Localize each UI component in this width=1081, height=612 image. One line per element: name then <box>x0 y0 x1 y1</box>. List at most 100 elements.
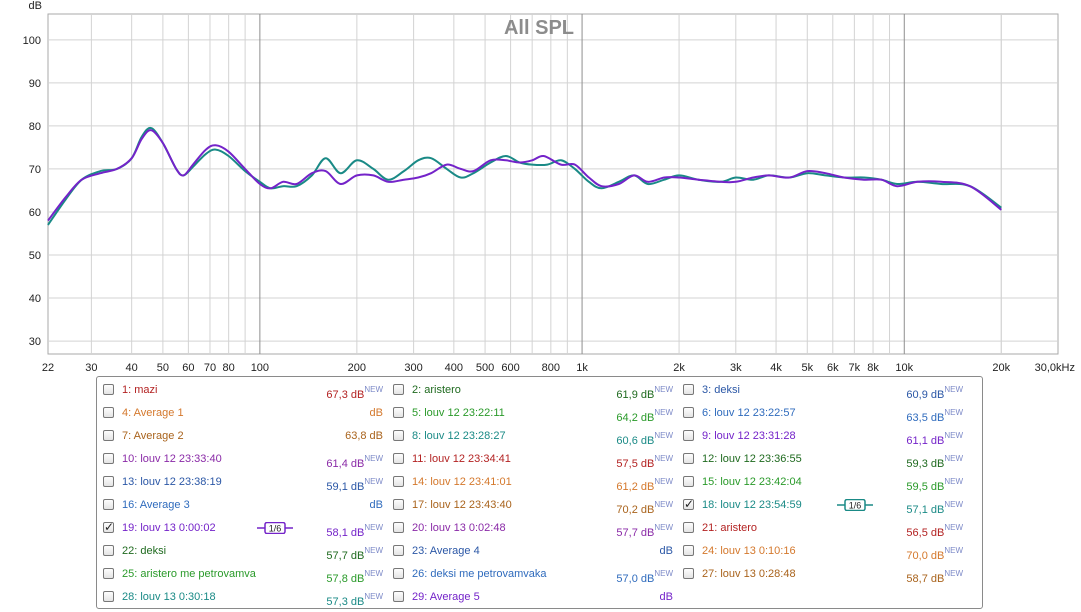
level-value: 63,8 dB <box>345 430 383 442</box>
series-line <box>47 129 1002 222</box>
y-tick-labels: 30 40 50 60 70 80 90 100 <box>23 35 41 348</box>
checkbox[interactable] <box>393 384 404 395</box>
checkbox[interactable] <box>683 476 694 487</box>
checkbox[interactable] <box>103 545 114 556</box>
checkbox[interactable] <box>103 568 114 579</box>
legend-entry[interactable]: 25: aristero me petrovamva 57,8 dBNEW <box>103 564 388 585</box>
new-tag: NEW <box>654 569 673 578</box>
checkbox[interactable] <box>393 430 404 441</box>
checkbox-checked[interactable]: ✓ <box>683 497 695 511</box>
new-tag: NEW <box>654 454 673 463</box>
x-tick-label: 30 <box>85 362 97 374</box>
measurement-label: 24: louv 13 0:10:16 <box>702 545 796 557</box>
legend-entry[interactable]: 9: louv 12 23:31:28 61,1 dBNEW <box>683 426 968 447</box>
measurement-label: 7: Average 2 <box>122 430 184 442</box>
checkbox[interactable] <box>103 453 114 464</box>
new-tag: NEW <box>364 546 383 555</box>
measurement-label: 27: louv 13 0:28:48 <box>702 568 796 580</box>
legend-entry[interactable]: 7: Average 2 63,8 dB <box>103 426 388 446</box>
legend-entry[interactable]: 1: mazi 67,3 dBNEW <box>103 380 388 401</box>
checkbox[interactable] <box>103 591 114 602</box>
new-tag: NEW <box>654 523 673 532</box>
new-tag: NEW <box>944 385 963 394</box>
measurement-label: 28: louv 13 0:30:18 <box>122 591 216 603</box>
x-tick-label: 70 <box>204 362 216 374</box>
level-value: 58,7 dBNEW <box>906 569 963 585</box>
smoothing-label: 1/6 <box>849 501 862 511</box>
checkbox[interactable] <box>683 545 694 556</box>
legend-entry[interactable]: 3: deksi 60,9 dBNEW <box>683 380 968 401</box>
new-tag: NEW <box>654 385 673 394</box>
measurement-label: 20: louv 13 0:02:48 <box>412 522 506 534</box>
measurement-label: 4: Average 1 <box>122 407 184 419</box>
checkbox[interactable] <box>103 430 114 441</box>
x-tick-label: 2k <box>673 362 685 374</box>
legend-entry[interactable]: 20: louv 13 0:02:48 57,7 dBNEW <box>393 518 678 539</box>
legend-entry[interactable]: 21: aristero 56,5 dBNEW <box>683 518 968 539</box>
checkbox[interactable] <box>393 591 404 602</box>
legend-entry[interactable]: 13: louv 12 23:38:19 59,1 dBNEW <box>103 472 388 493</box>
spl-chart[interactable]: 30 40 50 60 70 80 90 100 22 30 40 50 60 70 80 100 200 30… <box>0 0 1081 376</box>
measurement-label: 12: louv 12 23:36:55 <box>702 453 802 465</box>
legend-entry[interactable]: 4: Average 1 dB <box>103 403 388 423</box>
checkbox[interactable] <box>683 407 694 418</box>
level-value: 61,1 dBNEW <box>906 431 963 447</box>
new-tag: NEW <box>364 454 383 463</box>
legend-entry[interactable]: 15: louv 12 23:42:04 59,5 dBNEW <box>683 472 968 493</box>
smoothing-label: 1/6 <box>269 524 282 534</box>
checkbox[interactable] <box>683 568 694 579</box>
legend-entry[interactable]: ✓ 19: louv 13 0:00:02 1/6 58,1 dBNEW <box>103 518 388 539</box>
checkbox[interactable] <box>683 522 694 533</box>
checkbox[interactable] <box>103 476 114 487</box>
legend-entry[interactable]: 12: louv 12 23:36:55 59,3 dBNEW <box>683 449 968 470</box>
checkbox[interactable] <box>393 545 404 556</box>
checkbox[interactable] <box>393 407 404 418</box>
legend-entry[interactable]: 27: louv 13 0:28:48 58,7 dBNEW <box>683 564 968 585</box>
checkbox[interactable] <box>683 430 694 441</box>
legend-entry[interactable]: 16: Average 3 dB <box>103 495 388 515</box>
level-value: 57,7 dBNEW <box>616 523 673 539</box>
legend-entry[interactable]: 22: deksi 57,7 dBNEW <box>103 541 388 562</box>
level-value: dB <box>369 499 383 511</box>
x-tick-label: 40 <box>126 362 138 374</box>
legend-entry[interactable]: 5: louv 12 23:22:11 64,2 dBNEW <box>393 403 678 424</box>
legend-entry[interactable]: 29: Average 5 dB <box>393 587 678 607</box>
legend-entry[interactable]: 17: louv 12 23:43:40 70,2 dBNEW <box>393 495 678 516</box>
legend-entry[interactable]: 14: louv 12 23:41:01 61,2 dBNEW <box>393 472 678 493</box>
checkbox[interactable] <box>393 476 404 487</box>
checkbox[interactable] <box>393 568 404 579</box>
checkbox[interactable] <box>103 499 114 510</box>
checkbox-checked[interactable]: ✓ <box>103 520 115 534</box>
legend-entry[interactable]: ✓ 18: louv 12 23:54:59 1/6 57,1 dBNEW <box>683 495 968 516</box>
measurement-label: 13: louv 12 23:38:19 <box>122 476 222 488</box>
new-tag: NEW <box>364 569 383 578</box>
x-tick-label: 3k <box>730 362 742 374</box>
checkbox[interactable] <box>683 453 694 464</box>
legend-entry[interactable]: 11: louv 12 23:34:41 57,5 dBNEW <box>393 449 678 470</box>
level-value: 57,3 dBNEW <box>326 592 383 608</box>
new-tag: NEW <box>654 477 673 486</box>
legend-entry[interactable]: 2: aristero 61,9 dBNEW <box>393 380 678 401</box>
smoothing-badge: 1/6 <box>837 499 873 511</box>
legend-entry[interactable]: 23: Average 4 dB <box>393 541 678 561</box>
new-tag: NEW <box>944 454 963 463</box>
legend-entry[interactable]: 8: louv 12 23:28:27 60,6 dBNEW <box>393 426 678 447</box>
checkbox[interactable] <box>683 384 694 395</box>
legend-entry[interactable]: 28: louv 13 0:30:18 57,3 dBNEW <box>103 587 388 608</box>
x-tick-label: 100 <box>251 362 269 374</box>
checkbox[interactable] <box>103 407 114 418</box>
x-tick-label: 7k <box>849 362 861 374</box>
legend-entry[interactable]: 6: louv 12 23:22:57 63,5 dBNEW <box>683 403 968 424</box>
measurement-label: 2: aristero <box>412 384 461 396</box>
legend-entry[interactable]: 10: louv 12 23:33:40 61,4 dBNEW <box>103 449 388 470</box>
legend-entry[interactable]: 24: louv 13 0:10:16 70,0 dBNEW <box>683 541 968 562</box>
level-value: 61,9 dBNEW <box>616 385 673 401</box>
measurement-label: 14: louv 12 23:41:01 <box>412 476 512 488</box>
checkbox[interactable] <box>393 453 404 464</box>
checkbox[interactable] <box>393 522 404 533</box>
legend-entry[interactable]: 26: deksi me petrovamvaka 57,0 dBNEW <box>393 564 678 585</box>
checkbox[interactable] <box>393 499 404 510</box>
new-tag: NEW <box>944 546 963 555</box>
checkbox[interactable] <box>103 384 114 395</box>
measurement-label: 21: aristero <box>702 522 758 534</box>
